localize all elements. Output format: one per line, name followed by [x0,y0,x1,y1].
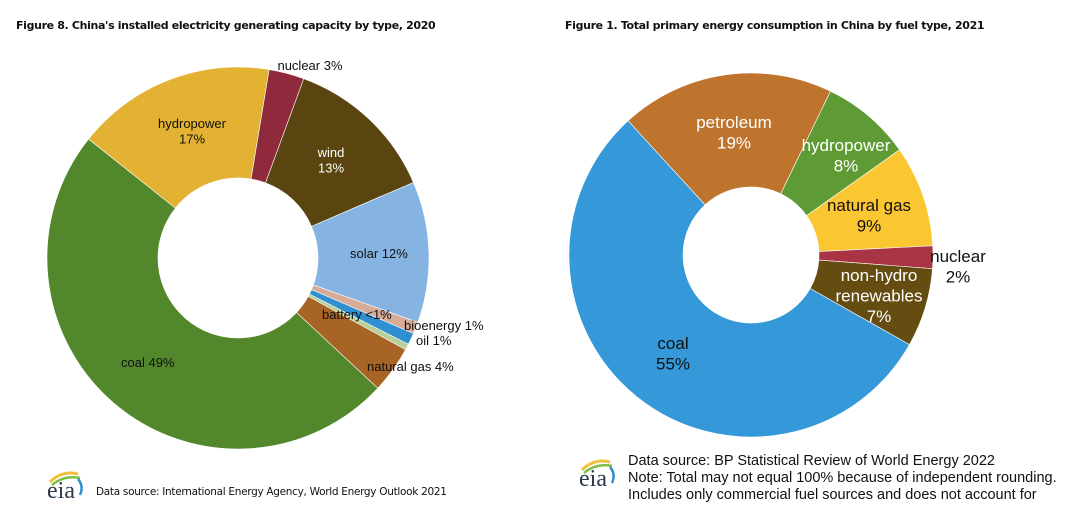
label-natural-gas: natural gas 9% [827,196,911,235]
label-coal: coal 55% [656,334,690,373]
capacity-donut-chart: hydropower 17% nuclear 3% wind 13% solar 12% b… [46,58,484,450]
consumption-donut-chart: petroleum 19% hydropower 8% natural gas 9% nuc… [568,72,986,438]
logo-arc-yellow [48,471,79,484]
logo-arc-yellow [580,459,611,472]
data-source-right: Data source: BP Statistical Review of Wo… [628,453,1057,504]
source-line: Data source: BP Statistical Review of Wo… [628,453,995,469]
eia-logo-text: eia [579,466,607,492]
chart-title-capacity: Figure 8. China's installed electricity … [16,19,436,32]
label-hydropower: hydropower 17% [158,116,227,147]
slice-hydropower [88,66,270,209]
logo-arc-green [51,476,81,486]
label-coal: coal 49% [121,355,175,370]
note-line: Includes only commercial fuel sources an… [628,487,1037,503]
label-oil: oil 1% [416,333,452,348]
logo-arc-blue [77,478,83,496]
logo-arc-blue [609,466,615,484]
label-natural-gas: natural gas 4% [367,359,454,374]
label-nuclear: nuclear 3% [277,58,342,73]
slice-petroleum [627,72,831,206]
eia-logo-text: eia [47,478,75,504]
slice-wind [265,78,414,227]
label-bioenergy: bioenergy 1% [404,318,484,333]
eia-logo-left: eia [47,471,83,504]
eia-logo-right: eia [579,459,615,492]
slice-coal [568,120,910,438]
slice-coal [46,138,379,450]
data-source-left: Data source: International Energy Agency… [96,486,447,498]
logo-arc-green [583,464,613,474]
chart-title-consumption: Figure 1. Total primary energy consumpti… [565,19,985,32]
note-line: Note: Total may not equal 100% because o… [628,470,1057,486]
label-petroleum: petroleum 19% [696,113,772,152]
label-non-hydro-renewables: non-hydro renewables 7% [836,266,923,326]
label-nuclear: nuclear 2% [930,247,986,286]
label-hydropower: hydropower 8% [802,136,891,175]
label-battery: battery <1% [322,307,392,322]
label-wind: wind 13% [317,145,345,176]
label-solar: solar 12% [350,246,408,261]
